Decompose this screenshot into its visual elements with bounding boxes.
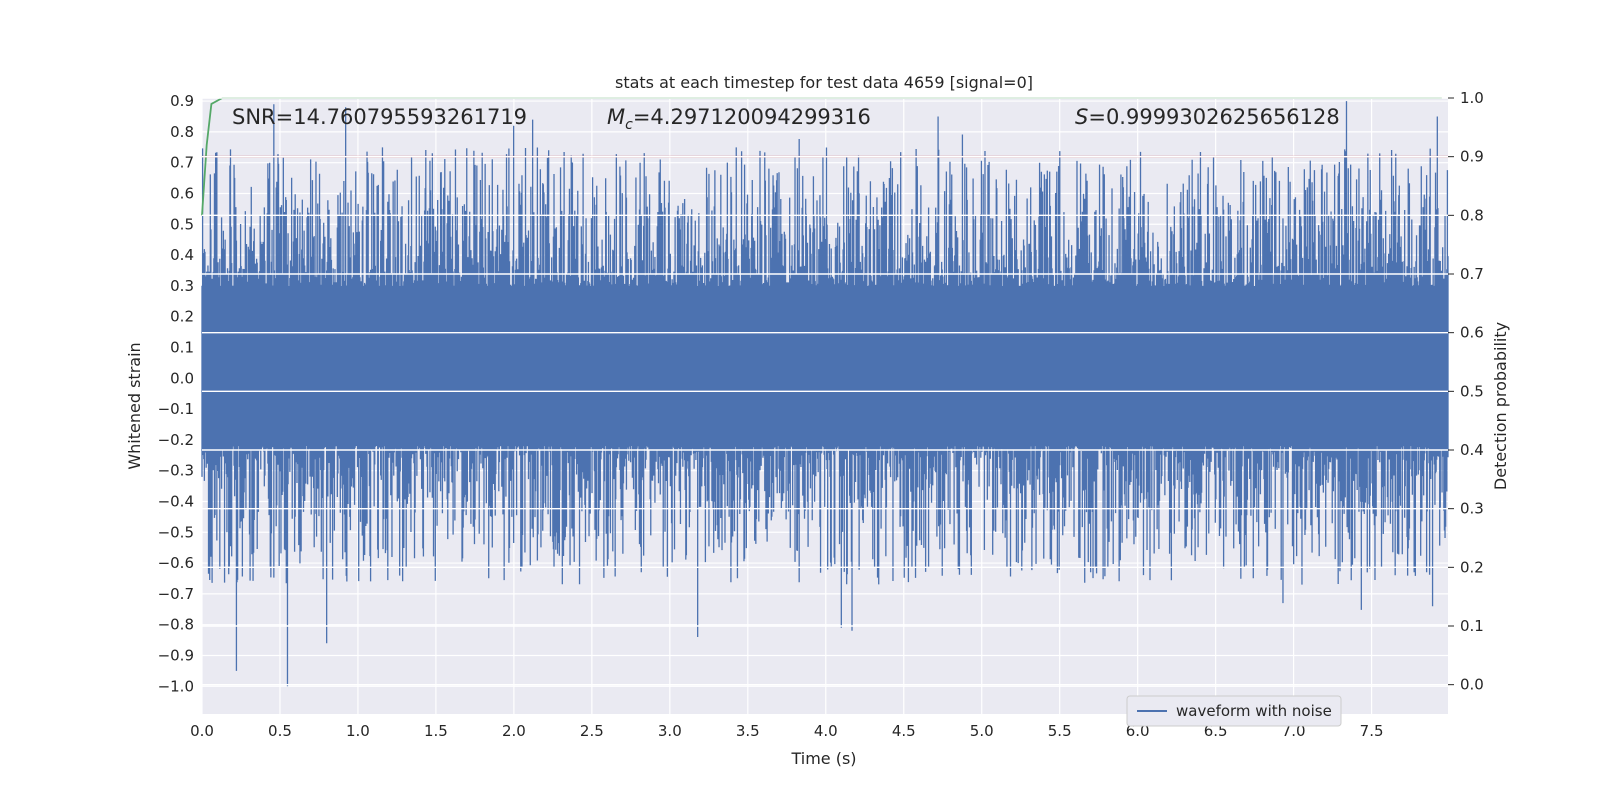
x-tick-label: 1.0 [346,722,370,740]
y-tick-label: 0.7 [170,154,194,172]
waveform-series [201,101,1449,687]
y-tick-label: 0.8 [170,123,194,141]
y-tick-label: −1.0 [158,677,194,695]
y-axis-right: 1.0 0.9 0.8 0.7 0.6 0.5 0.4 0.3 0.2 0.1 0.0 [1448,89,1484,694]
chart-title: stats at each timestep for test data 465… [615,73,1033,92]
y-tick-label: 0.6 [170,184,194,202]
y-tick-label: −0.5 [158,523,194,541]
snr-annotation: SNR=14.760795593261719 [232,105,527,129]
y2-tick-label: 0.8 [1460,206,1484,224]
y-axis-left: 0.9 0.8 0.7 0.6 0.5 0.4 0.3 0.2 0.1 0.0 −0.1 −0.2 −0… [158,92,194,695]
y-tick-label: 0.9 [170,92,194,110]
s-annotation: S=0.9999302625656128 [1075,105,1340,129]
y-axis-title: Whitened strain [125,342,144,469]
y2-tick-label: 0.1 [1460,617,1484,635]
y-tick-label: 0.1 [170,338,194,356]
x-axis: 0.0 0.5 1.0 1.5 2.0 2.5 3.0 3.5 4.0 4.5 5.0 5.5 6.0 6… [190,722,1383,740]
y-tick-label: 0.4 [170,246,194,264]
y2-tick-label: 0.9 [1460,148,1484,166]
x-tick-label: 7.5 [1360,722,1384,740]
x-tick-label: 5.0 [970,722,994,740]
y-tick-label: −0.9 [158,646,194,664]
x-tick-label: 0.0 [190,722,214,740]
y-tick-label: 0.5 [170,215,194,233]
legend: waveform with noise [1126,695,1342,727]
x-tick-label: 5.5 [1048,722,1072,740]
legend-box [1126,695,1342,727]
y2-tick-label: 1.0 [1460,89,1484,107]
y-tick-label: 0.3 [170,277,194,295]
y2-tick-label: 0.3 [1460,500,1484,518]
y-tick-label: 0.2 [170,308,194,326]
legend-label: waveform with noise [1176,702,1332,720]
y-tick-label: −0.6 [158,554,194,572]
x-tick-label: 1.5 [424,722,448,740]
y-tick-label: −0.4 [158,492,194,510]
x-tick-label: 4.5 [892,722,916,740]
y2-tick-label: 0.7 [1460,265,1484,283]
x-tick-label: 2.5 [580,722,604,740]
y-tick-label: −0.1 [158,400,194,418]
mc-annotation: Mc=4.297120094299316 [607,105,871,133]
x-tick-label: 3.0 [658,722,682,740]
x-axis-title: Time (s) [790,749,856,768]
x-tick-label: 3.5 [736,722,760,740]
y-tick-label: −0.8 [158,616,194,634]
y2-tick-label: 0.6 [1460,324,1484,342]
x-tick-label: 2.0 [502,722,526,740]
y-tick-label: −0.2 [158,431,194,449]
y-tick-label: 0.0 [170,369,194,387]
x-tick-label: 4.0 [814,722,838,740]
y2-tick-label: 0.4 [1460,441,1484,459]
x-tick-label: 0.5 [268,722,292,740]
grid-overlay [202,97,1448,686]
waveform-line [201,101,1449,687]
y-tick-label: −0.3 [158,462,194,480]
y2-tick-label: 0.2 [1460,558,1484,576]
y2-axis-title: Detection probability [1491,322,1510,490]
y-tick-label: −0.7 [158,585,194,603]
y2-tick-label: 0.5 [1460,382,1484,400]
y2-tick-label: 0.0 [1460,676,1484,694]
